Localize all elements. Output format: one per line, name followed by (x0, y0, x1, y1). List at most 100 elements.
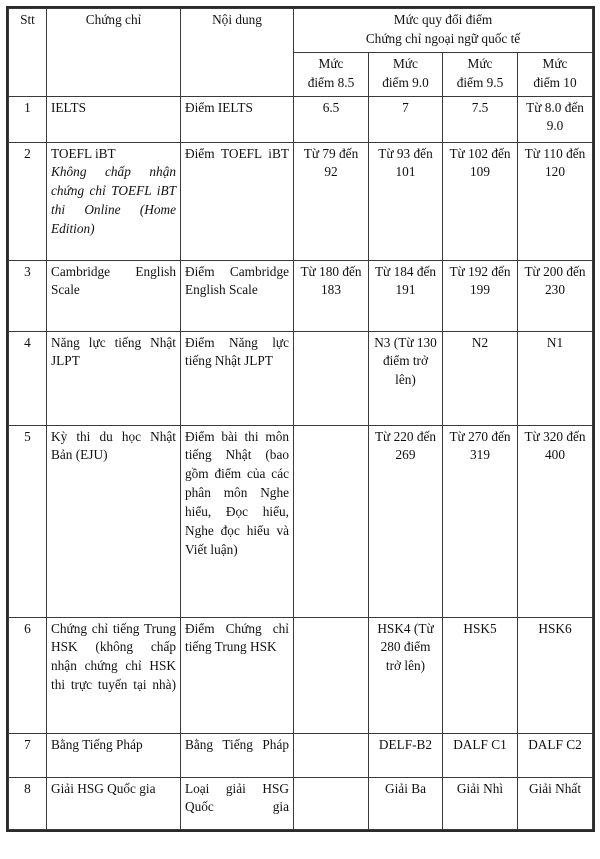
cell-score-95: DALF C1 (442, 732, 518, 778)
cell-content: Điểm IELTS (180, 95, 294, 143)
table-row: 4 Năng lực tiếng Nhật JLPT Điểm Năng lực… (8, 330, 593, 426)
header-certificate: Chứng chỉ (46, 8, 181, 97)
cell-score-95: Giải Nhì (442, 776, 518, 830)
header-row-top: Stt Chứng chỉ Nội dung Mức quy đổi điểm … (8, 8, 593, 97)
certificate-name: Kỳ thi du học Nhật Bản (EJU) (51, 428, 176, 463)
cell-score-90: Giải Ba (368, 776, 443, 830)
certificate-note: Không chấp nhận chứng chỉ TOEFL iBT thi … (51, 164, 176, 236)
header-score-10-line2: điểm 10 (533, 74, 577, 90)
cell-score-85: Từ 79 đến 92 (293, 141, 369, 261)
content-text: Điểm IELTS (185, 99, 253, 115)
cell-content: Điểm bài thi môn tiếng Nhật (bao gồm điể… (180, 424, 294, 618)
cell-score-90: 7 (368, 95, 443, 143)
cell-score-90: N3 (Từ 130 điểm trở lên) (368, 330, 443, 426)
cell-score-95: N2 (442, 330, 518, 426)
cell-stt: 7 (8, 732, 47, 778)
table-row: 2 TOEFL iBT Không chấp nhận chứng chỉ TO… (8, 141, 593, 261)
cell-score-85 (293, 776, 369, 830)
content-text: Loại giải HSG Quốc gia (185, 780, 289, 815)
header-score-group: Mức quy đổi điểm Chứng chỉ ngoại ngữ quố… (293, 8, 593, 53)
certificate-name: Bằng Tiếng Pháp (51, 736, 143, 752)
content-text: Điểm Cambridge English Scale (185, 263, 289, 298)
cell-certificate: IELTS (46, 95, 181, 143)
cell-score-90: Từ 220 đến 269 (368, 424, 443, 618)
header-score-10: Mức điểm 10 (517, 51, 593, 97)
cell-score-10: Từ 200 đến 230 (517, 259, 593, 332)
cell-score-85 (293, 732, 369, 778)
cell-content: Điểm Chứng chỉ tiếng Trung HSK (180, 616, 294, 734)
certificate-name: Giải HSG Quốc gia (51, 780, 156, 796)
table-row: 7 Bằng Tiếng Pháp Bằng Tiếng Pháp DELF-B… (8, 732, 593, 778)
certificate-name: Chứng chỉ tiếng Trung HSK (không chấp nh… (51, 620, 176, 693)
cell-certificate: TOEFL iBT Không chấp nhận chứng chỉ TOEF… (46, 141, 181, 261)
cell-stt: 5 (8, 424, 47, 618)
content-text: Điểm TOEFL iBT (185, 145, 289, 161)
certificate-name: IELTS (51, 99, 86, 115)
cell-score-95: 7.5 (442, 95, 518, 143)
cell-score-10: Giải Nhất (517, 776, 593, 830)
cell-certificate: Bằng Tiếng Pháp (46, 732, 181, 778)
cell-content: Điểm Cambridge English Scale (180, 259, 294, 332)
cell-score-10: Từ 320 đến 400 (517, 424, 593, 618)
cell-content: Điểm Năng lực tiếng Nhật JLPT (180, 330, 294, 426)
cell-stt: 1 (8, 95, 47, 143)
table-row: 6 Chứng chỉ tiếng Trung HSK (không chấp … (8, 616, 593, 734)
content-text: Bằng Tiếng Pháp (185, 736, 289, 752)
table-row: 5 Kỳ thi du học Nhật Bản (EJU) Điểm bài … (8, 424, 593, 618)
header-score-95-line2: điểm 9.5 (456, 74, 504, 90)
table-row: 8 Giải HSG Quốc gia Loại giải HSG Quốc g… (8, 776, 593, 830)
header-content: Nội dung (180, 8, 294, 97)
content-text: Điểm Chứng chỉ tiếng Trung HSK (185, 620, 289, 655)
cell-score-95: Từ 192 đến 199 (442, 259, 518, 332)
score-conversion-table: Stt Chứng chỉ Nội dung Mức quy đổi điểm … (6, 6, 595, 832)
cell-stt: 2 (8, 141, 47, 261)
content-text: Điểm bài thi môn tiếng Nhật (bao gồm điể… (185, 428, 289, 557)
cell-score-90: Từ 93 đến 101 (368, 141, 443, 261)
cell-score-10: N1 (517, 330, 593, 426)
cell-score-90: Từ 184 đến 191 (368, 259, 443, 332)
cell-score-10: DALF C2 (517, 732, 593, 778)
header-score-85-line1: Mức (318, 55, 344, 71)
cell-score-95: HSK5 (442, 616, 518, 734)
header-score-group-line1: Mức quy đổi điểm (393, 12, 493, 27)
cell-certificate: Giải HSG Quốc gia (46, 776, 181, 830)
cell-stt: 8 (8, 776, 47, 830)
cell-content: Loại giải HSG Quốc gia (180, 776, 294, 830)
header-score-90-line2: điểm 9.0 (382, 74, 429, 90)
cell-score-85 (293, 330, 369, 426)
cell-stt: 6 (8, 616, 47, 734)
header-score-95-line1: Mức (467, 55, 493, 71)
cell-score-90: HSK4 (Từ 280 điểm trở lên) (368, 616, 443, 734)
header-score-85-line2: điểm 8.5 (307, 74, 355, 90)
cell-score-90: DELF-B2 (368, 732, 443, 778)
cell-stt: 4 (8, 330, 47, 426)
header-score-95: Mức điểm 9.5 (442, 51, 518, 97)
header-row-sub: Mức điểm 8.5 Mức điểm 9.0 Mức điểm 9.5 M… (9, 51, 593, 97)
cell-score-85 (293, 424, 369, 618)
header-score-85: Mức điểm 8.5 (293, 51, 369, 97)
certificate-name: Cambridge English Scale (51, 263, 176, 298)
cell-content: Điểm TOEFL iBT (180, 141, 294, 261)
cell-certificate: Năng lực tiếng Nhật JLPT (46, 330, 181, 426)
cell-stt: 3 (8, 259, 47, 332)
cell-certificate: Chứng chỉ tiếng Trung HSK (không chấp nh… (46, 616, 181, 734)
header-score-10-line1: Mức (542, 55, 568, 71)
cell-score-85: 6.5 (293, 95, 369, 143)
table-row: 1 IELTS Điểm IELTS 6.5 7 7.5 Từ 8.0 đến … (8, 95, 593, 143)
content-text: Điểm Năng lực tiếng Nhật JLPT (185, 334, 289, 369)
cell-content: Bằng Tiếng Pháp (180, 732, 294, 778)
cell-certificate: Cambridge English Scale (46, 259, 181, 332)
certificate-name: Năng lực tiếng Nhật JLPT (51, 334, 176, 369)
cell-score-85: Từ 180 đến 183 (293, 259, 369, 332)
table-body: 1 IELTS Điểm IELTS 6.5 7 7.5 Từ 8.0 đến … (8, 95, 593, 830)
cell-score-10: Từ 110 đến 120 (517, 141, 593, 261)
header-score-group-line2: Chứng chỉ ngoại ngữ quốc tế (365, 30, 521, 46)
certificate-name: TOEFL iBT (51, 145, 116, 161)
cell-score-95: Từ 270 đến 319 (442, 424, 518, 618)
header-score-90: Mức điểm 9.0 (368, 51, 443, 97)
cell-score-10: Từ 8.0 đến 9.0 (517, 95, 593, 143)
table-head: Stt Chứng chỉ Nội dung Mức quy đổi điểm … (8, 8, 593, 97)
cell-certificate: Kỳ thi du học Nhật Bản (EJU) (46, 424, 181, 618)
cell-score-95: Từ 102 đến 109 (442, 141, 518, 261)
